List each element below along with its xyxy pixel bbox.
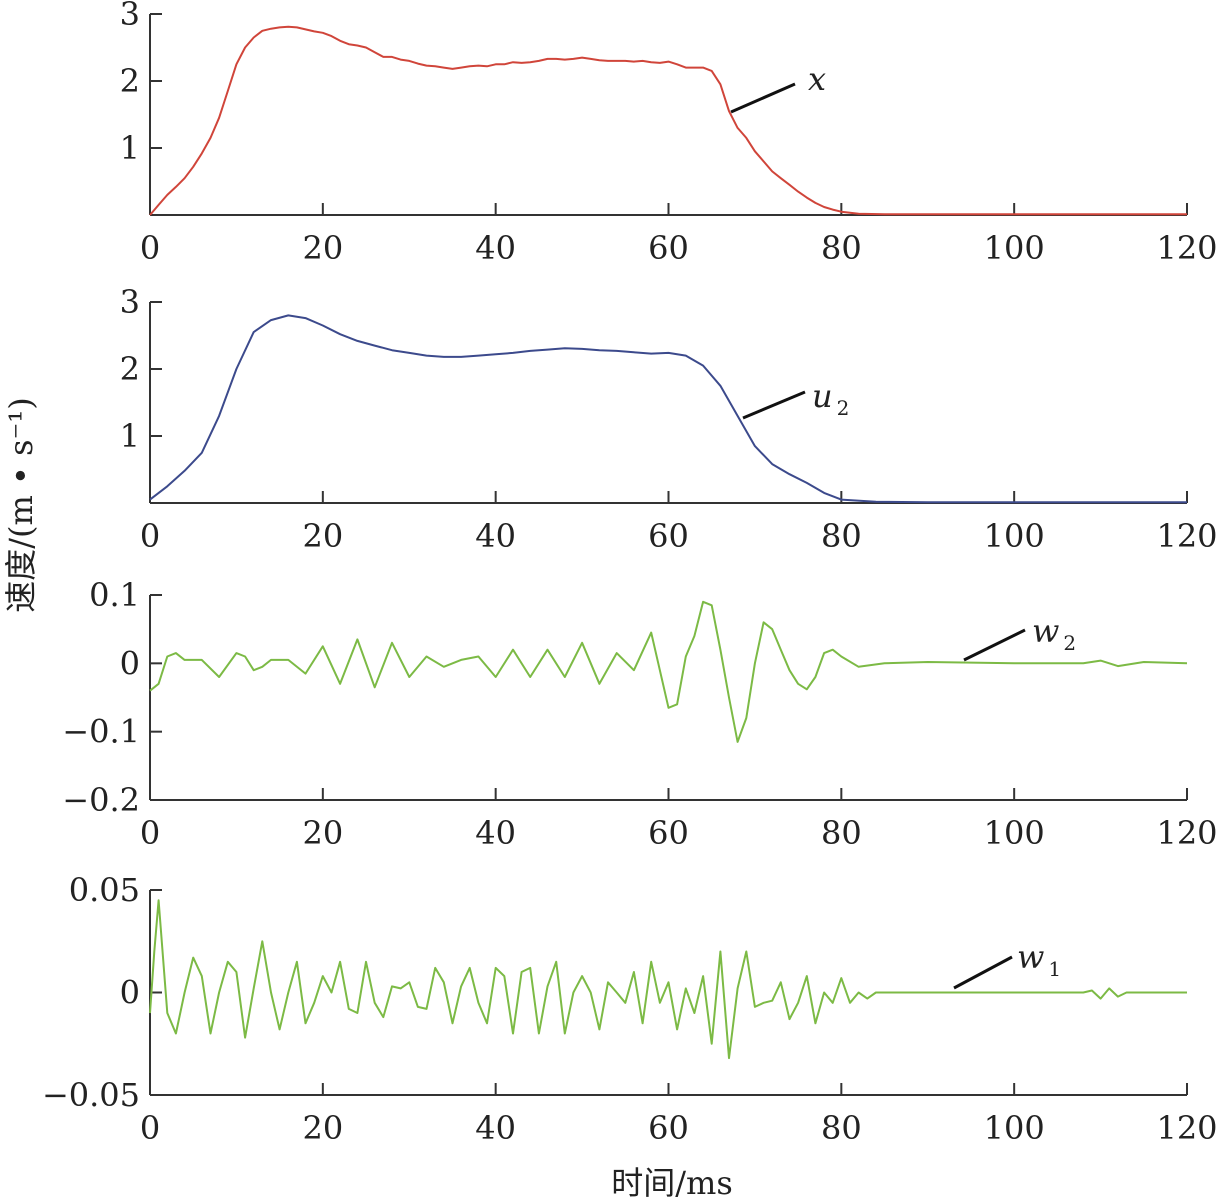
x-tick-label: 60: [648, 814, 689, 852]
y-tick-label: −0.05: [42, 1076, 140, 1114]
y-tick-label: 2: [120, 62, 140, 100]
y-tick-label: 3: [120, 0, 140, 33]
x-tick-label: 120: [1156, 814, 1216, 852]
x-tick-label: 100: [984, 229, 1045, 267]
y-tick-label: 0: [120, 644, 140, 682]
x-tick-label: 100: [984, 517, 1045, 555]
y-tick-label: −0.2: [62, 781, 140, 819]
y-tick-label: 0.1: [89, 576, 140, 614]
x-tick-label: 80: [821, 517, 862, 555]
x-tick-label: 80: [821, 229, 862, 267]
series-line-x: [149, 25, 1187, 216]
x-tick-label: 60: [648, 1109, 689, 1147]
series-leader-line: [953, 955, 1013, 990]
series-line-w2: [149, 600, 1188, 743]
panel-3: 0 20 40 60 80 100 120 −0.2 −0.1 0 0.1 w 2: [62, 576, 1216, 852]
series-leader-line: [963, 628, 1026, 662]
series-label-main: w: [1032, 612, 1059, 650]
x-tick-label: 100: [984, 814, 1045, 852]
series-label-subscript: 1: [1048, 957, 1061, 981]
series-leader-line: [742, 390, 806, 420]
x-tick-label: 80: [821, 814, 862, 852]
series-label-x: x: [808, 60, 826, 98]
x-tick-label: 40: [475, 517, 516, 555]
series-label-subscript: 2: [837, 396, 850, 420]
series-label-main: u: [812, 377, 833, 415]
series-label-subscript: 2: [1063, 631, 1076, 655]
x-tick-label: 40: [475, 229, 516, 267]
y-tick-label: 3: [120, 283, 140, 321]
x-tick-label: 100: [984, 1109, 1045, 1147]
x-tick-label: 60: [648, 229, 689, 267]
series-label-main: x: [808, 60, 826, 98]
series-line-w1: [149, 899, 1187, 1060]
y-tick-label: 0.05: [69, 871, 140, 909]
series-leader-line: [730, 82, 796, 114]
series-line-u2: [149, 314, 1187, 504]
y-tick-label: 0: [120, 974, 140, 1012]
series-label-main: w: [1017, 938, 1044, 976]
x-tick-label: 0: [140, 1109, 160, 1147]
x-tick-label: 0: [140, 517, 160, 555]
x-tick-label: 40: [475, 814, 516, 852]
y-tick-label: 1: [120, 129, 140, 167]
x-tick-label: 120: [1156, 1109, 1216, 1147]
x-axis-title: 时间/ms: [611, 1164, 733, 1200]
y-tick-label: −0.1: [62, 713, 140, 751]
x-tick-label: 0: [140, 814, 160, 852]
x-tick-label: 20: [302, 1109, 343, 1147]
y-axis-title: 速度/(m • s⁻¹): [2, 397, 40, 612]
x-tick-label: 0: [140, 229, 160, 267]
y-tick-label: 2: [120, 350, 140, 388]
x-tick-label: 60: [648, 517, 689, 555]
x-tick-label: 40: [475, 1109, 516, 1147]
x-tick-label: 80: [821, 1109, 862, 1147]
y-tick-label: 1: [120, 417, 140, 455]
x-tick-label: 120: [1156, 517, 1216, 555]
panel-1: 0 20 40 60 80 100 120 1 2 3 x: [120, 0, 1216, 267]
x-tick-label: 20: [302, 229, 343, 267]
x-tick-label: 20: [302, 517, 343, 555]
x-tick-label: 120: [1156, 229, 1216, 267]
x-tick-label: 20: [302, 814, 343, 852]
